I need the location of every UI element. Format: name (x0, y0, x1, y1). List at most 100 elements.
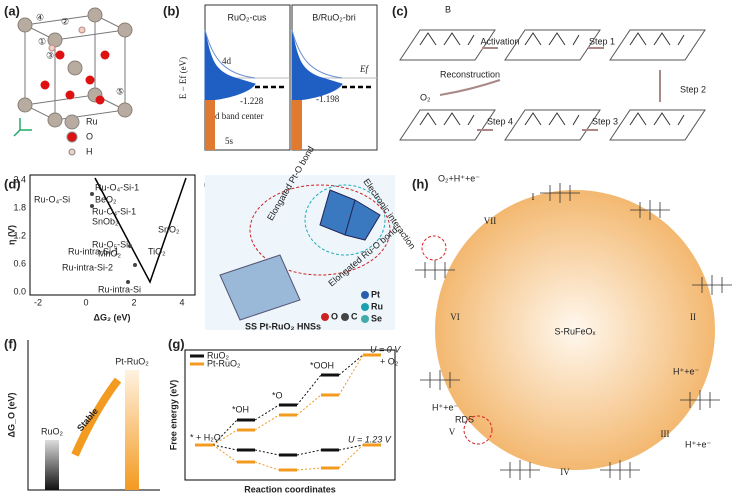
dos-outline (204, 29, 256, 79)
bonds (419, 112, 475, 126)
data-point (128, 244, 132, 248)
bonds (629, 112, 685, 126)
x-tick-label: 2 (131, 297, 136, 307)
ru-atom (117, 102, 133, 118)
h-atom (78, 26, 86, 34)
ru-atom (47, 112, 63, 128)
annotation: d band center (215, 111, 263, 121)
panel-label: (b) (163, 3, 180, 18)
x-tick-label: -2 (34, 297, 42, 307)
data-point (126, 280, 130, 284)
axis-title: Free energy (eV) (168, 380, 178, 451)
legend-swatch (68, 148, 76, 156)
annotation: 5s (225, 136, 234, 146)
dos-title: B/RuO₂-bri (312, 12, 356, 22)
species-label: H⁺+e⁻ (685, 439, 712, 449)
step-label: Step 4 (487, 116, 513, 126)
surface (504, 29, 601, 61)
h-atom (48, 44, 56, 52)
point-label: Ru-O₄-Si-1 (92, 206, 136, 216)
panel-label: (a) (4, 3, 20, 18)
center-label: S-RuFeOₓ (555, 326, 596, 336)
surface (609, 109, 706, 141)
panel-label: (c) (392, 3, 408, 18)
step-label: Activation (480, 36, 519, 46)
ru-atom (17, 17, 33, 33)
panel-label: (d) (4, 176, 21, 191)
data-point (90, 192, 94, 196)
legend-swatch (361, 315, 369, 323)
surface (399, 29, 496, 61)
plot-frame (184, 349, 396, 481)
point-label: TiO₂ (148, 246, 166, 256)
axis-title: E − Ef (eV) (178, 57, 188, 99)
intermediate (415, 260, 455, 280)
step-label: I (532, 192, 535, 202)
dos-outline (291, 29, 343, 79)
data-point (133, 263, 137, 267)
ru-atom (67, 60, 83, 76)
ru-atom (87, 7, 103, 23)
bonds (524, 32, 580, 46)
intermediate (692, 275, 732, 295)
x-tick-label: 0 (83, 297, 88, 307)
legend-swatch (321, 313, 329, 321)
site-label: ⑤ (116, 86, 124, 96)
bonds (419, 32, 475, 46)
o-atom (100, 50, 110, 60)
bar-label: RuO₂ (41, 426, 64, 436)
bonds (629, 32, 685, 46)
atom-label: B (445, 4, 451, 14)
ring (249, 184, 391, 276)
annotation: Ef (359, 64, 369, 74)
axes (27, 340, 160, 491)
y-tick-label: 0.6 (13, 258, 26, 268)
annotation: -1.198 (316, 94, 340, 104)
axis-title: η (V) (6, 225, 16, 245)
state-label: *OH (232, 404, 249, 414)
state-label: * + H₂O (190, 432, 221, 442)
intermediate (630, 200, 670, 220)
connector (212, 444, 364, 471)
connector (212, 354, 364, 446)
point-label: SnO₂ (158, 224, 180, 234)
x-tick-label: 4 (179, 297, 184, 307)
step-label: VII (484, 216, 497, 226)
legend-label: RuO₂ (207, 350, 230, 360)
legend-label: O (86, 131, 93, 141)
dos-title: RuO₂-cus (227, 12, 267, 22)
intermediate (500, 460, 540, 480)
legend-label: Pt-RuO₂ (207, 358, 241, 368)
point-label: BeO₂ (95, 194, 117, 204)
state-label: *OOH (310, 360, 334, 370)
y-tick-label: 1.8 (13, 202, 26, 212)
dos-4d (204, 29, 256, 101)
y-tick-label: 1.2 (13, 230, 26, 240)
surface (609, 29, 706, 61)
y-tick-label: 0.0 (13, 286, 26, 296)
legend-swatch (64, 114, 80, 130)
legend-label: Pt (371, 289, 380, 299)
legend-label: Ru (86, 116, 98, 126)
bonds (524, 112, 580, 126)
step-label: IV (560, 467, 570, 477)
point-label: MnO₂ (98, 248, 122, 258)
surface (399, 109, 496, 141)
state-label: *O (272, 390, 283, 400)
point-label: Ru-intra-Si-2 (62, 262, 113, 272)
ring (304, 184, 386, 256)
trend-arrow (71, 377, 122, 457)
step-label: V (449, 427, 456, 437)
site-label: ① (38, 36, 46, 46)
legend-swatch (66, 131, 78, 143)
bar-label: Pt-RuO₂ (115, 356, 149, 366)
legend-label: H (86, 146, 93, 156)
intermediate (680, 390, 720, 410)
step-label: VI (450, 312, 460, 322)
legend-swatch (341, 313, 349, 321)
legend-swatch (361, 291, 369, 299)
o-atom (95, 95, 105, 105)
crystal (219, 254, 301, 321)
axis-title: ΔG₂ (eV) (94, 312, 131, 322)
species-label: H⁺+e⁻ (432, 402, 459, 412)
